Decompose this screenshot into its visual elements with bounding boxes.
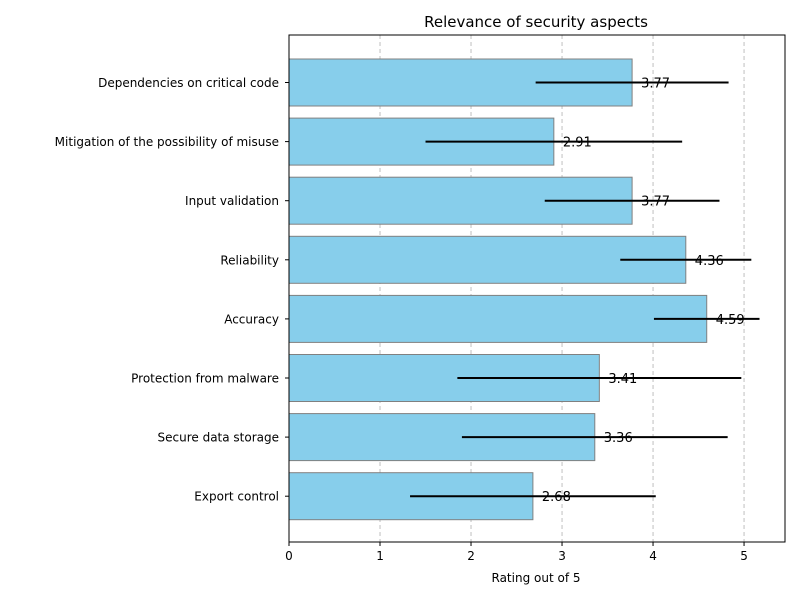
plot-frame: [288, 34, 786, 543]
y-axis-ticks: Dependencies on critical code Mitigation …: [55, 76, 289, 504]
category-label: Accuracy: [224, 312, 279, 326]
category-label: Input validation: [185, 194, 279, 208]
x-axis-ticks: 0 1 2 3 4 5: [285, 542, 748, 563]
category-label: Mitigation of the possibility of misuse: [55, 135, 279, 149]
x-tick-label: 1: [376, 549, 384, 563]
category-label: Protection from malware: [131, 372, 279, 386]
x-tick-label: 2: [467, 549, 475, 563]
bar: [288, 294, 708, 343]
x-tick-label: 5: [740, 549, 748, 563]
value-label: 2.91: [563, 136, 592, 151]
x-tick-label: 4: [649, 549, 657, 563]
value-label: 3.41: [608, 372, 637, 387]
x-axis-label: Rating out of 5: [492, 571, 581, 585]
value-label: 3.36: [604, 431, 633, 446]
bar: [288, 235, 687, 284]
error-bars: [410, 81, 760, 498]
chart-title: Relevance of security aspects: [424, 13, 648, 31]
category-label: Export control: [194, 490, 279, 504]
bars: [288, 58, 708, 521]
category-label: Dependencies on critical code: [98, 76, 279, 90]
x-tick-label: 0: [285, 549, 293, 563]
value-label: 3.77: [641, 195, 670, 210]
category-label: Secure data storage: [158, 431, 280, 445]
value-labels: 3.77 2.91 3.77 4.36 4.59 3.41 3.36 2.68: [542, 77, 745, 506]
x-tick-label: 3: [558, 549, 566, 563]
value-label: 4.59: [716, 313, 745, 328]
grid-lines: [288, 35, 745, 542]
category-label: Reliability: [220, 253, 279, 267]
value-label: 2.68: [542, 490, 571, 505]
value-label: 3.77: [641, 77, 670, 92]
value-label: 4.36: [695, 254, 724, 269]
